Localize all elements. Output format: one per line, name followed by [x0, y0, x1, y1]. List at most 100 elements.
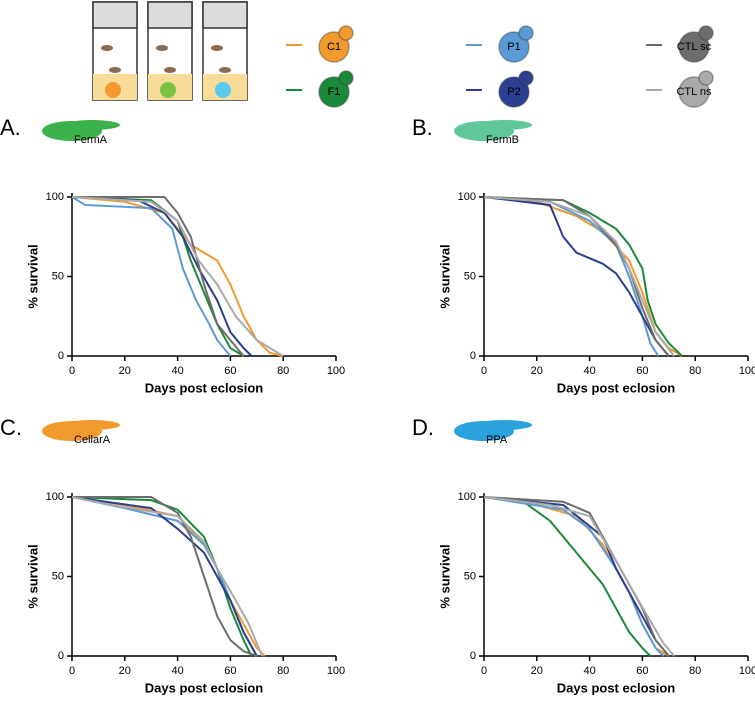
panel-label: A.: [0, 115, 21, 140]
x-tick-label: 60: [636, 665, 648, 677]
x-tick-label: 40: [171, 665, 183, 677]
legend-label: P2: [507, 86, 520, 98]
y-axis-label: % survival: [437, 244, 452, 308]
x-tick-label: 80: [277, 365, 289, 377]
x-tick-label: 80: [689, 365, 701, 377]
strain-label: CellarA: [74, 434, 111, 446]
legend-yeast-bud: [698, 70, 714, 86]
strain-label: FermB: [486, 134, 519, 146]
x-tick-label: 40: [583, 665, 595, 677]
x-tick-label: 100: [739, 365, 755, 377]
survival-line: [483, 196, 670, 357]
strain-label: PPA: [486, 434, 508, 446]
y-tick-label: 50: [464, 570, 476, 582]
fly-wing: [64, 420, 120, 430]
x-tick-label: 100: [327, 365, 345, 377]
fly-wing: [64, 120, 120, 130]
survival-line: [71, 196, 232, 357]
legend-label: P1: [507, 41, 520, 53]
x-axis-label: Days post eclosion: [557, 680, 676, 695]
legend-yeast: [498, 31, 530, 63]
x-tick-label: 0: [481, 365, 487, 377]
survival-line: [71, 496, 258, 657]
legend-yeast: [678, 31, 710, 63]
y-tick-label: 100: [458, 191, 476, 203]
fly-wing: [476, 120, 532, 130]
x-tick-label: 100: [327, 665, 345, 677]
plot: C. CellarA 0 50 100 0 20 40 60 80 100 Days post ecl…: [0, 415, 345, 696]
panel-label: D.: [412, 415, 434, 440]
y-tick-label: 0: [470, 350, 476, 362]
x-tick-label: 20: [119, 665, 131, 677]
survival-line: [483, 196, 675, 357]
y-tick-label: 50: [464, 270, 476, 282]
x-tick-label: 80: [277, 665, 289, 677]
panel-label: C.: [0, 415, 22, 440]
survival-line: [71, 496, 253, 657]
survival-line: [71, 196, 284, 357]
x-tick-label: 100: [739, 665, 755, 677]
x-tick-label: 60: [224, 665, 236, 677]
x-tick-label: 80: [689, 665, 701, 677]
x-tick-label: 0: [69, 365, 75, 377]
x-tick-label: 0: [481, 665, 487, 677]
legend-label: CTL sc: [677, 41, 712, 53]
survival-line: [483, 496, 670, 657]
fly-wing: [476, 420, 532, 430]
legend-yeast: [678, 76, 710, 108]
survival-line: [72, 496, 258, 657]
plot: D. PPA 0 50 100 0 20 40 60 80 100 Days post eclosio…: [412, 415, 755, 696]
legend-yeast: [318, 76, 350, 108]
survival-line: [483, 496, 670, 657]
x-axis-label: Days post eclosion: [145, 380, 264, 395]
strain-label: FermA: [74, 134, 108, 146]
plot: B. FermB 0 50 100 0 20 40 60 80 100 Days post eclos…: [412, 115, 755, 396]
legend-label: F1: [328, 86, 341, 98]
y-axis-label: % survival: [25, 244, 40, 308]
x-axis-label: Days post eclosion: [557, 380, 676, 395]
x-tick-label: 20: [531, 665, 543, 677]
y-tick-label: 0: [58, 650, 64, 662]
y-tick-label: 100: [46, 191, 64, 203]
legend-yeast-bud: [338, 25, 354, 41]
x-tick-label: 20: [119, 365, 131, 377]
legend-yeast-bud: [518, 70, 534, 86]
survival-line: [483, 496, 665, 657]
x-tick-label: 60: [224, 365, 236, 377]
y-tick-label: 50: [52, 270, 64, 282]
x-tick-label: 20: [531, 365, 543, 377]
y-tick-label: 100: [458, 491, 476, 503]
survival-line: [71, 496, 258, 657]
survival-line: [71, 496, 264, 657]
legend-label: C1: [327, 41, 341, 53]
x-axis-label: Days post eclosion: [145, 680, 264, 695]
survival-line: [72, 196, 245, 357]
legend-yeast-bud: [338, 70, 354, 86]
x-tick-label: 0: [69, 665, 75, 677]
plot: A. FermA 0 50 100 0 20 40 60 80 100 Days post eclos…: [0, 115, 345, 396]
x-tick-label: 40: [171, 365, 183, 377]
legend-label: CTL ns: [676, 86, 712, 98]
legend-yeast-bud: [518, 25, 534, 41]
y-tick-label: 0: [470, 650, 476, 662]
legend-yeast-bud: [698, 25, 714, 41]
survival-line: [483, 196, 683, 357]
panel-label: B.: [412, 115, 433, 140]
y-axis-label: % survival: [25, 544, 40, 608]
vial-diagram: [92, 1, 248, 101]
legend-yeast: [318, 31, 350, 63]
survival-line: [483, 496, 652, 657]
y-tick-label: 100: [46, 491, 64, 503]
legend-yeast: [498, 76, 530, 108]
y-tick-label: 50: [52, 570, 64, 582]
survival-line: [483, 196, 670, 357]
survival-line: [483, 496, 670, 657]
y-axis-label: % survival: [437, 544, 452, 608]
survival-line: [71, 196, 245, 357]
x-tick-label: 40: [583, 365, 595, 377]
survival-line: [483, 496, 675, 657]
x-tick-label: 60: [636, 365, 648, 377]
y-tick-label: 0: [58, 350, 64, 362]
